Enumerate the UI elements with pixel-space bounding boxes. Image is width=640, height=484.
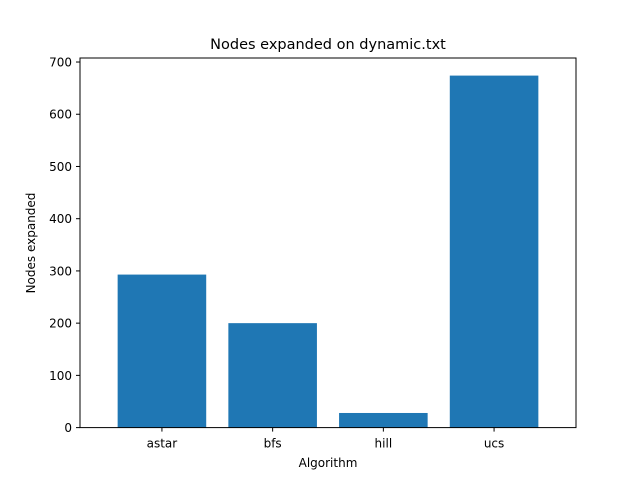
bar-astar (117, 274, 207, 428)
y-tick-label: 300 (49, 264, 72, 278)
bar-hill (339, 412, 428, 428)
x-tick-label: astar (147, 437, 178, 451)
y-tick-label: 0 (64, 421, 72, 435)
y-axis-label: Nodes expanded (24, 193, 38, 294)
x-axis-ticks: astar bfs hill ucs (147, 427, 504, 451)
x-tick-label: ucs (484, 437, 504, 451)
y-tick-label: 100 (49, 369, 72, 383)
y-axis-ticks: 0 100 200 300 400 500 600 700 (49, 56, 80, 435)
y-tick-label: 700 (49, 56, 72, 70)
y-tick-label: 600 (49, 108, 72, 122)
chart-title: Nodes expanded on dynamic.txt (210, 37, 446, 53)
y-tick-label: 200 (49, 317, 72, 331)
y-tick-label: 500 (49, 160, 72, 174)
bar-bfs (228, 323, 317, 428)
x-axis-label: Algorithm (299, 456, 358, 470)
y-tick-label: 400 (49, 212, 72, 226)
x-tick-label: hill (375, 437, 393, 451)
plot-area-frame (79, 57, 577, 429)
x-tick-label: bfs (264, 437, 282, 451)
bars-layer (117, 75, 539, 428)
bar-ucs (449, 75, 539, 428)
